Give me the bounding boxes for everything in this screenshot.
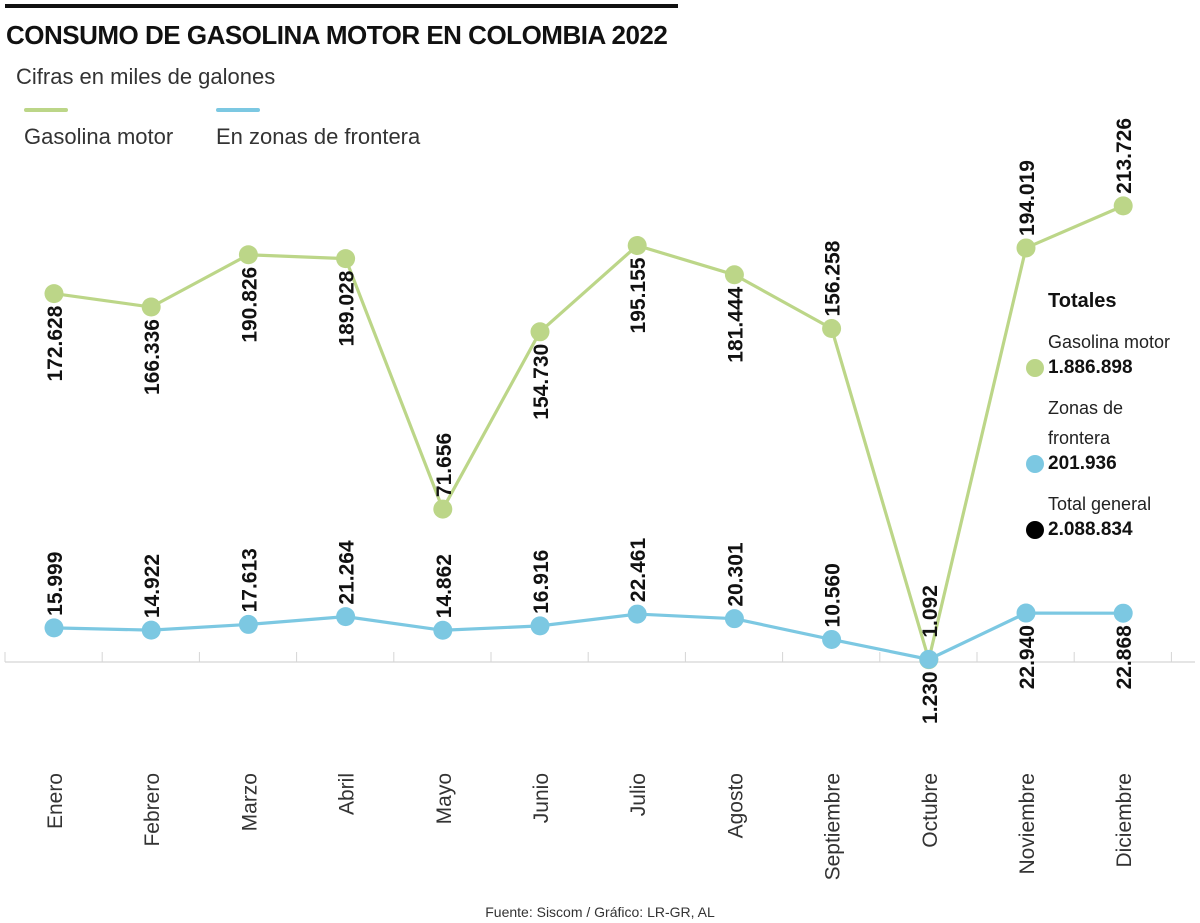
total-general-row: 2.088.834: [1026, 519, 1196, 541]
series-line-0: [53, 204, 1124, 662]
data-label-0: 190.826: [238, 267, 261, 343]
data-label-1: 10.560: [822, 563, 845, 627]
total-general-dot: [1026, 521, 1044, 539]
data-label-1: 22.940: [1016, 625, 1039, 689]
data-point-1: [1016, 603, 1036, 623]
x-tick-label: Marzo: [238, 773, 261, 831]
x-tick-label: Enero: [44, 773, 67, 829]
data-point-1: [919, 649, 939, 669]
data-point-1: [336, 607, 356, 627]
chart-title: CONSUMO DE GASOLINA MOTOR EN COLOMBIA 20…: [6, 20, 668, 50]
data-point-1: [627, 604, 647, 624]
data-label-0: 213.726: [1113, 118, 1136, 194]
data-label-0: 181.444: [724, 286, 747, 362]
total-gasolina-label: Gasolina motor: [1048, 332, 1171, 352]
x-tick-label: Junio: [530, 773, 553, 823]
data-label-1: 15.999: [44, 552, 67, 616]
series-line-1: [53, 611, 1124, 661]
total-frontera-dot: [1026, 455, 1044, 473]
data-label-0: 156.258: [822, 240, 845, 316]
data-label-0: 189.028: [336, 270, 359, 346]
data-label-1: 22.461: [627, 538, 650, 603]
total-frontera-row: 201.936: [1026, 453, 1196, 475]
data-label-0: 154.730: [530, 344, 553, 420]
legend-item-gasolina: Gasolina motor: [24, 108, 173, 150]
data-point-0: [1016, 238, 1036, 258]
data-point-0: [238, 245, 258, 265]
x-tick-label: Febrero: [141, 773, 164, 847]
total-frontera-label: Zonas de frontera: [1048, 398, 1124, 448]
data-point-0: [724, 265, 744, 285]
data-label-1: 16.916: [530, 550, 553, 614]
legend-swatch-gasolina: [24, 108, 68, 112]
x-tick-label: Diciembre: [1113, 773, 1136, 868]
legend-swatch-frontera: [216, 108, 260, 112]
x-tick-label: Abril: [336, 773, 359, 815]
data-label-0: 194.019: [1016, 160, 1039, 236]
x-tick-label: Mayo: [433, 773, 456, 824]
total-gasolina-value: 1.886.898: [1048, 357, 1133, 378]
data-point-1: [724, 609, 744, 629]
data-point-1: [530, 616, 550, 636]
data-label-0: 71.656: [433, 433, 456, 497]
totals-heading: Totales: [1048, 290, 1117, 312]
data-label-0: 166.336: [141, 319, 164, 395]
data-point-1: [822, 629, 842, 649]
x-tick-label: Agosto: [724, 773, 747, 838]
x-tick-label: Noviembre: [1016, 773, 1039, 875]
x-tick-label: Octubre: [919, 773, 942, 848]
data-label-0: 172.628: [44, 305, 67, 381]
data-point-1: [1113, 603, 1133, 623]
legend-item-frontera: En zonas de frontera: [216, 108, 420, 150]
totals-panel: Totales Gasolina motor 1.886.898 Zonas d…: [1026, 290, 1196, 555]
total-gasolina-row: 1.886.898: [1026, 357, 1196, 379]
legend-label-gasolina: Gasolina motor: [24, 124, 174, 149]
data-point-0: [336, 249, 356, 269]
total-general-label: Total general: [1048, 494, 1152, 514]
data-point-0: [822, 319, 842, 339]
data-point-1: [141, 620, 161, 640]
x-tick-label: Julio: [627, 773, 650, 816]
data-label-1: 22.868: [1113, 625, 1136, 690]
data-point-1: [238, 614, 258, 634]
data-label-1: 17.613: [238, 548, 261, 612]
data-label-1: 14.862: [433, 554, 456, 618]
data-label-1: 1.230: [919, 671, 942, 724]
total-frontera-value: 201.936: [1048, 453, 1117, 474]
data-point-0: [627, 236, 647, 256]
data-point-0: [44, 284, 64, 304]
title-rule: [5, 4, 678, 8]
total-general-value: 2.088.834: [1048, 519, 1133, 540]
total-gasolina-dot: [1026, 359, 1044, 377]
data-point-0: [1113, 196, 1133, 216]
data-point-0: [433, 499, 453, 519]
chart-subtitle: Cifras en miles de galones: [16, 64, 276, 89]
data-label-1: 14.922: [141, 554, 164, 618]
data-point-0: [141, 297, 161, 317]
source-note: Fuente: Siscom / Gráfico: LR-GR, AL: [485, 904, 715, 920]
data-label-0: 1.092: [919, 585, 942, 638]
data-label-0: 195.155: [627, 257, 650, 333]
x-tick-label: Septiembre: [822, 773, 845, 880]
data-point-1: [433, 620, 453, 640]
data-point-1: [44, 618, 64, 638]
legend-label-frontera: En zonas de frontera: [216, 124, 421, 149]
data-label-1: 20.301: [724, 542, 747, 607]
data-label-1: 21.264: [336, 540, 359, 605]
data-point-0: [530, 322, 550, 342]
